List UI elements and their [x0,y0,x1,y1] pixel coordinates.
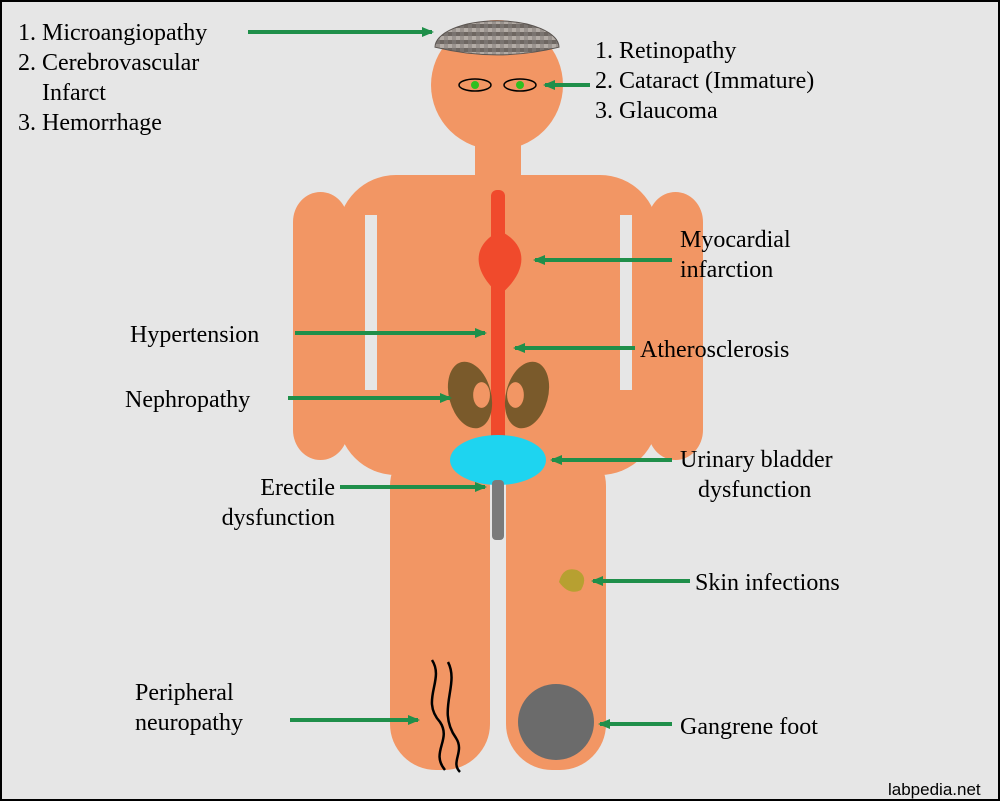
eye-left [459,79,491,91]
label-gangrene-line: Gangrene foot [680,712,818,742]
label-brain_left-line: 2. Cerebrovascular [18,48,207,78]
diagram-stage: 1. Microangiopathy2. Cerebrovascular Inf… [0,0,1000,801]
label-peripheral: Peripheralneuropathy [135,678,243,738]
label-hypertension: Hypertension [130,320,259,350]
label-nephropathy: Nephropathy [125,385,250,415]
label-myocardial: Myocardialinfarction [680,225,791,285]
label-eyes_right-line: 1. Retinopathy [595,36,814,66]
artery [491,190,505,465]
label-brain_left-line: 1. Microangiopathy [18,18,207,48]
label-gangrene: Gangrene foot [680,712,818,742]
eye-right [504,79,536,91]
arm-gap-left [365,215,377,390]
label-brain_left-line: Infarct [18,78,207,108]
label-brain_left-line: 3. Hemorrhage [18,108,207,138]
attribution-text: labpedia.net [888,780,981,800]
label-atherosclerosis: Atherosclerosis [640,335,789,365]
label-erectile: Erectiledysfunction [222,473,335,533]
label-atherosclerosis-line: Atherosclerosis [640,335,789,365]
label-myocardial-line: infarction [680,255,791,285]
label-erectile-line: dysfunction [222,503,335,533]
erectile-organ [492,480,504,540]
label-urinary: Urinary bladder dysfunction [680,445,833,505]
label-eyes_right-line: 3. Glaucoma [595,96,814,126]
label-nephropathy-line: Nephropathy [125,385,250,415]
urinary-bladder [450,435,546,485]
label-peripheral-line: neuropathy [135,708,243,738]
label-urinary-line: dysfunction [680,475,833,505]
label-hypertension-line: Hypertension [130,320,259,350]
label-skin: Skin infections [695,568,840,598]
label-peripheral-line: Peripheral [135,678,243,708]
label-brain_left: 1. Microangiopathy2. Cerebrovascular Inf… [18,18,207,138]
label-myocardial-line: Myocardial [680,225,791,255]
label-erectile-line: Erectile [222,473,335,503]
label-eyes_right: 1. Retinopathy2. Cataract (Immature)3. G… [595,36,814,126]
label-urinary-line: Urinary bladder [680,445,833,475]
label-eyes_right-line: 2. Cataract (Immature) [595,66,814,96]
gangrene-foot [518,684,594,760]
label-skin-line: Skin infections [695,568,840,598]
arm-gap-right [620,215,632,390]
